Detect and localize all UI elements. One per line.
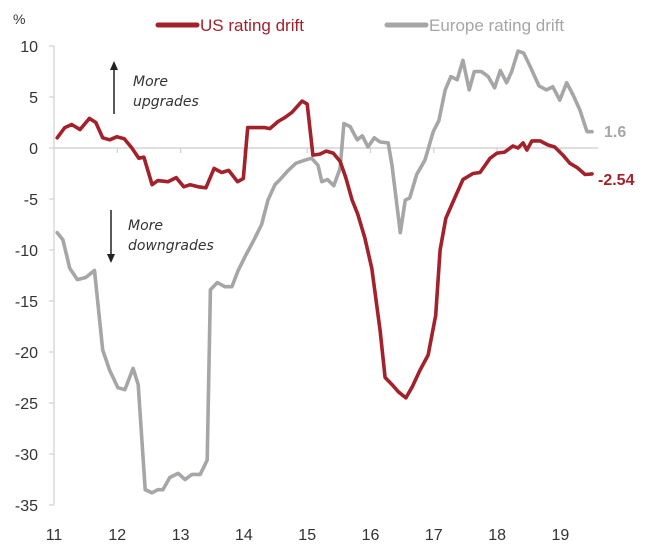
y-tick-label: -15 <box>15 294 38 311</box>
y-tick-label: -10 <box>15 243 38 260</box>
x-tick-label: 13 <box>172 527 190 544</box>
legend-label-europe: Europe rating drift <box>429 16 564 35</box>
x-tick-label: 18 <box>488 527 506 544</box>
y-axis: 10 5 0 -5 -10 -15 -20 -25 -30 -35 <box>15 39 55 515</box>
annotation-upgrades: More upgrades <box>110 61 199 114</box>
europe-end-value-label: 1.6 <box>604 124 626 141</box>
y-tick-label: -30 <box>15 447 38 464</box>
down-arrowhead-icon <box>107 254 115 263</box>
y-tick-label: 5 <box>29 90 38 107</box>
europe-rating-drift-line <box>55 49 594 495</box>
y-tick-label: -20 <box>15 345 38 362</box>
annotation-upgrades-line1: More <box>133 74 168 90</box>
x-tick-label: 16 <box>362 527 380 544</box>
y-tick-label: -25 <box>15 396 38 413</box>
annotation-downgrades-line1: More <box>128 218 163 234</box>
up-arrowhead-icon <box>110 61 118 70</box>
legend: US rating drift Europe rating drift <box>155 16 564 35</box>
y-tick-label: 0 <box>29 141 38 158</box>
y-tick-label: -5 <box>24 192 38 209</box>
x-tick-label: 11 <box>46 527 63 544</box>
x-axis: 11 12 13 14 15 16 17 18 19 <box>46 148 570 544</box>
y-tick-label: -35 <box>15 498 38 515</box>
y-axis-unit-label: % <box>13 11 25 27</box>
legend-label-us: US rating drift <box>200 16 304 35</box>
x-tick-label: 14 <box>235 527 253 544</box>
us-end-value-label: -2.54 <box>598 172 635 189</box>
annotation-upgrades-line2: upgrades <box>133 94 199 110</box>
x-tick-label: 17 <box>425 527 443 544</box>
annotation-downgrades: More downgrades <box>107 210 214 263</box>
x-tick-label: 19 <box>552 527 570 544</box>
us-rating-drift-line <box>55 99 594 400</box>
x-tick-label: 12 <box>108 527 126 544</box>
x-tick-label: 15 <box>298 527 316 544</box>
series-layer <box>55 49 594 495</box>
annotation-downgrades-line2: downgrades <box>128 238 214 254</box>
y-tick-label: 10 <box>20 39 38 56</box>
